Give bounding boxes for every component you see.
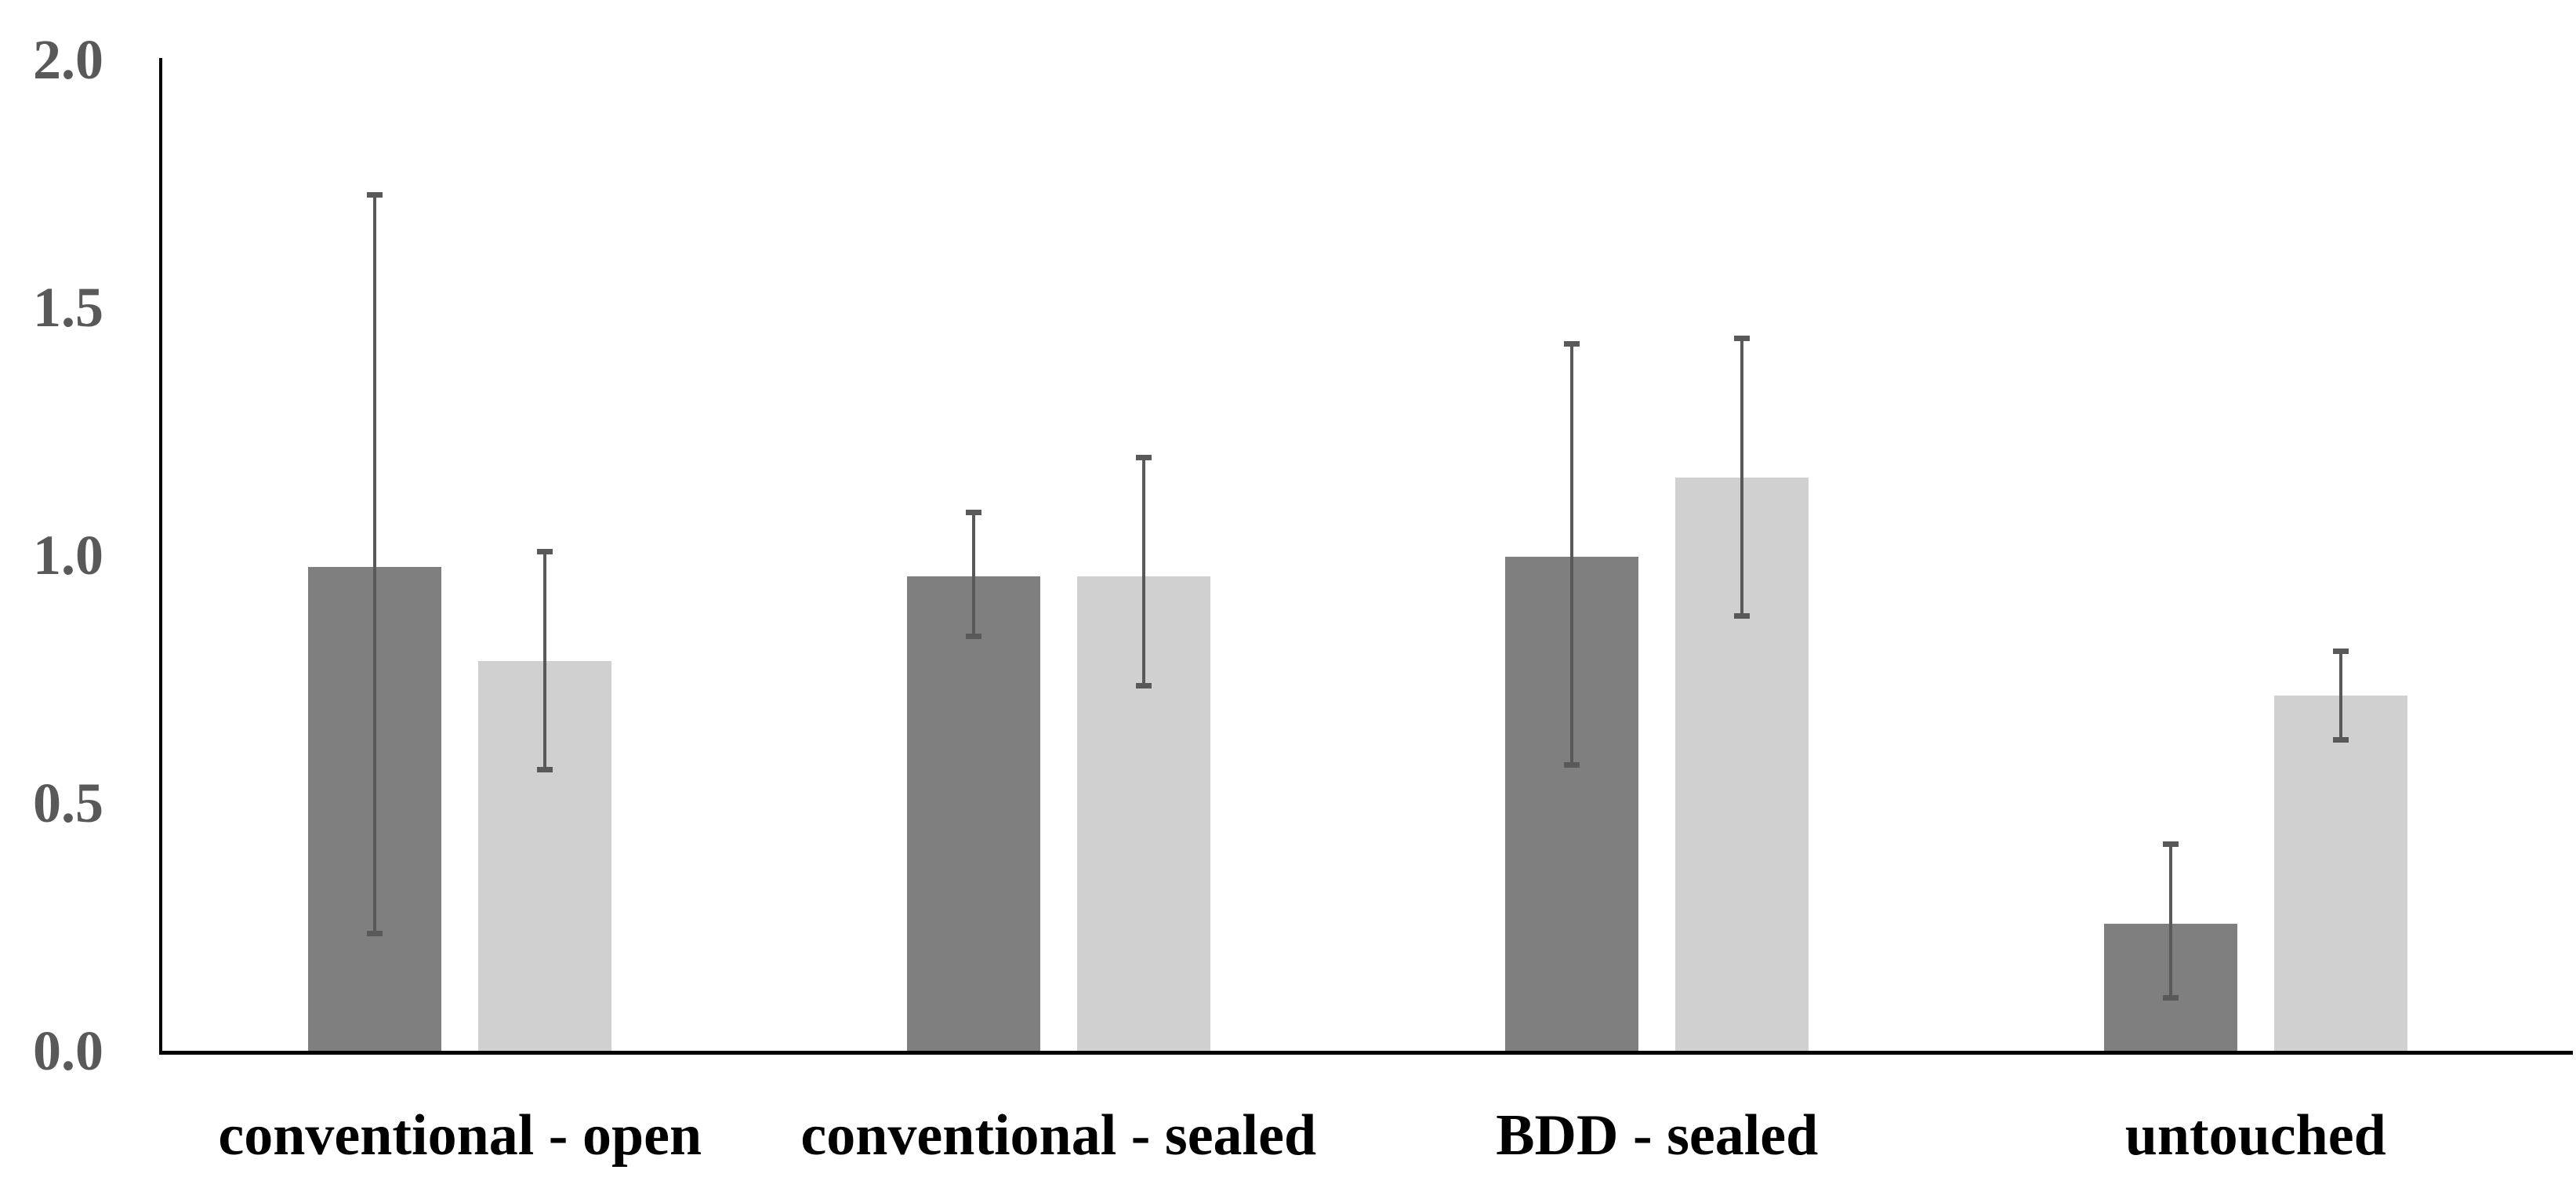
y-tick-label: 0.0 (33, 1019, 103, 1082)
error-bar-cap (965, 509, 981, 515)
category-label: untouched (2124, 1103, 2386, 1168)
error-bar-line (543, 551, 547, 770)
error-bar-line (1570, 343, 1574, 765)
x-axis-line (159, 1051, 2573, 1055)
error-bar-cap (537, 767, 553, 773)
error-bar-cap (2162, 994, 2179, 1001)
y-tick-label: 1.5 (33, 276, 103, 339)
error-bar-line (971, 512, 975, 637)
category-label: conventional - open (218, 1103, 702, 1168)
error-bar-line (373, 194, 377, 934)
error-bar-cap (367, 192, 383, 198)
category-label: BDD - sealed (1496, 1103, 1819, 1168)
error-bar-line (2168, 844, 2172, 998)
error-bar-cap (1734, 336, 1751, 342)
error-bar-cap (1564, 761, 1580, 768)
y-tick-label: 2.0 (33, 28, 103, 91)
y-tick-label: 0.5 (33, 772, 103, 834)
y-axis-line (159, 58, 162, 1054)
error-bar-cap (537, 549, 553, 555)
error-bar-cap (1734, 613, 1751, 619)
error-bar-cap (1135, 682, 1152, 688)
light-gray-series-bar (2273, 695, 2407, 1052)
error-bar-line (1740, 338, 1744, 616)
error-bar-line (2338, 651, 2342, 740)
category-label: conventional - sealed (800, 1103, 1317, 1168)
error-bar-cap (1564, 340, 1580, 347)
error-bar-cap (1135, 455, 1152, 461)
error-bar-cap (367, 930, 383, 936)
error-bar-cap (2332, 737, 2349, 743)
error-bar-cap (965, 633, 981, 639)
y-tick-label: 1.0 (33, 524, 103, 587)
error-bar-line (1141, 457, 1145, 686)
dark-gray-series-bar (906, 576, 1040, 1052)
error-bar-cap (2332, 648, 2349, 654)
error-bar-cap (2162, 841, 2179, 848)
